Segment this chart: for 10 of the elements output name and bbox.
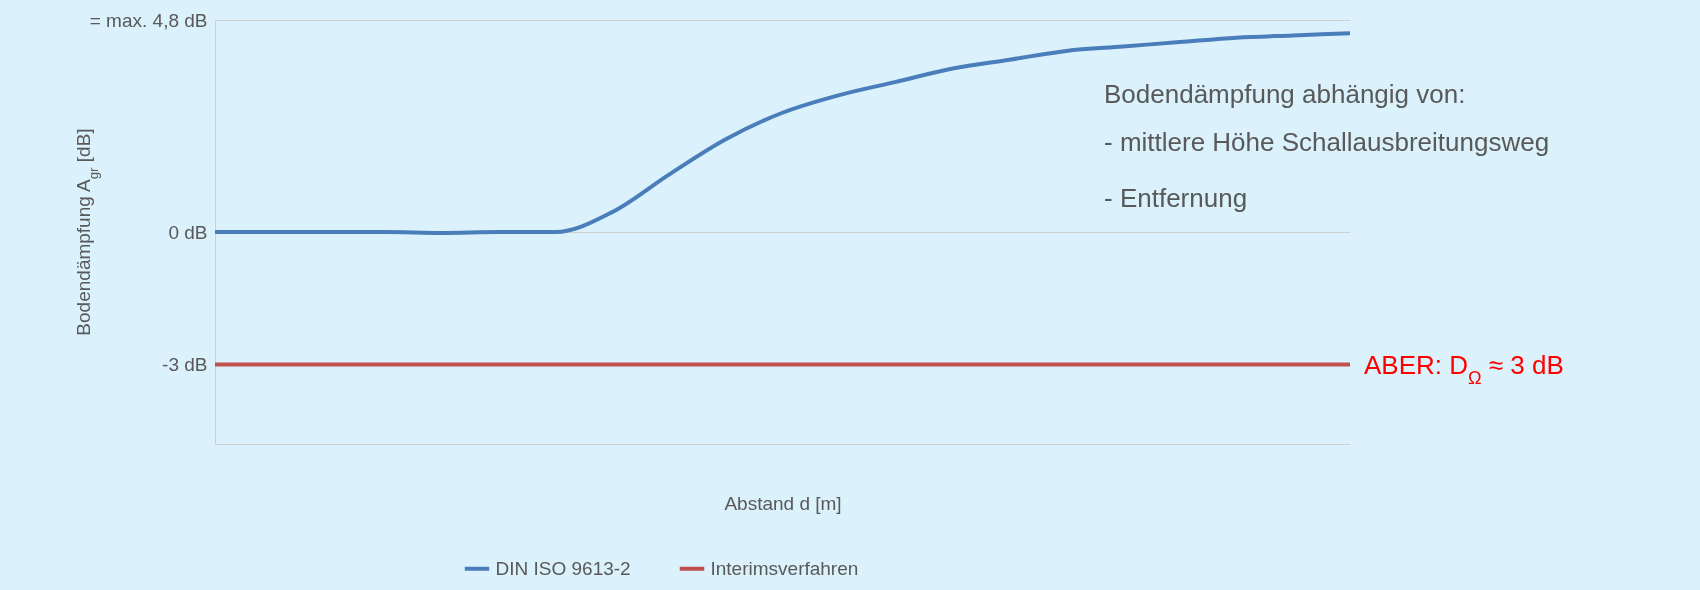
x-axis-title: Abstand d [m] bbox=[724, 492, 842, 514]
y-tick-label: 0 dB bbox=[168, 221, 208, 243]
legend-label: Interimsverfahren bbox=[710, 557, 859, 579]
annotation: Bodendämpfung abhängig von: bbox=[1104, 79, 1466, 109]
y-tick-label: = max. 4,8 dB bbox=[89, 9, 208, 31]
annotation: - mittlere Höhe Schallausbreitungsweg bbox=[1104, 127, 1550, 157]
text: ABER: D$_{Ω}$ ≈ 3 dB bbox=[1364, 349, 1564, 388]
y-tick-label: -3 dB bbox=[162, 354, 208, 375]
annotation: - Entfernung bbox=[1104, 183, 1248, 213]
legend-label: DIN ISO 9613-2 bbox=[495, 557, 631, 579]
